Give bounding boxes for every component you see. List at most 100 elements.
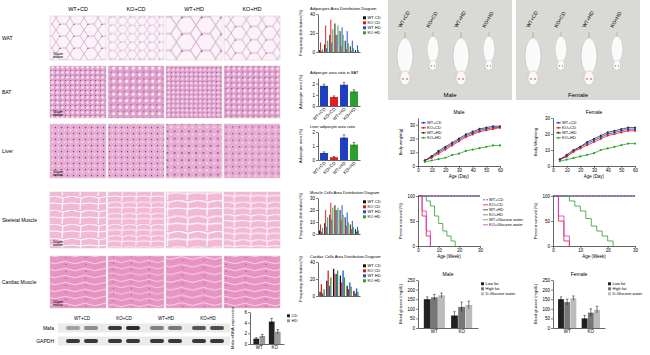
error-line xyxy=(590,309,591,317)
chart: WT+CDKO+CDWT+HDKO+HD012Adipocyte area ra… xyxy=(298,70,361,122)
error-bar xyxy=(468,301,470,309)
bar xyxy=(327,217,329,234)
mouse-tail xyxy=(460,32,461,38)
y-tick-label: 40 xyxy=(310,260,316,265)
bar xyxy=(323,289,324,296)
plot-area xyxy=(559,127,636,163)
y-tick-label: 10 xyxy=(545,148,551,153)
legend-swatch xyxy=(556,137,561,138)
legend-swatch xyxy=(363,210,366,213)
x-tick-label: 30 xyxy=(592,168,598,173)
error-bar xyxy=(560,297,562,302)
bar xyxy=(320,43,322,53)
error-cap xyxy=(560,296,562,297)
y-axis-title: Frequency distribution(%) xyxy=(298,256,303,302)
y-axis-title: Mafa mRNA expression xyxy=(230,307,235,349)
chart-title: Adipocyte area ratio in BAT xyxy=(310,70,359,75)
y-tick: 10 xyxy=(410,150,418,155)
y-tick-label: 10 xyxy=(310,220,316,225)
mouse-tail xyxy=(617,32,618,36)
error-cap xyxy=(261,334,263,335)
mouse-eye xyxy=(431,65,432,66)
bar xyxy=(339,210,341,234)
y-tick-label: 0 xyxy=(244,342,247,347)
legend-item: D-Glucose water xyxy=(608,291,643,296)
x-tick: KO+HD xyxy=(342,106,357,121)
bar xyxy=(327,41,329,52)
x-tick-label: 50 xyxy=(484,168,490,173)
marker xyxy=(465,133,467,135)
chart: 0102030050100Percent survival (%)Age (We… xyxy=(398,194,524,259)
marker xyxy=(600,149,602,151)
blot-column-label: WT+CD xyxy=(74,316,91,321)
error-cap xyxy=(353,89,355,90)
legend-swatch xyxy=(363,26,366,29)
marker xyxy=(444,157,446,159)
y-tick: 250 xyxy=(542,278,553,283)
legend-item: D-Glucose water xyxy=(481,291,516,296)
y-tick: 2 xyxy=(244,331,250,336)
error-bar xyxy=(596,306,598,313)
x-tick: 30 xyxy=(478,246,484,253)
mouse-eye xyxy=(559,65,560,66)
mouse xyxy=(483,32,495,70)
micrograph xyxy=(108,124,164,178)
bar xyxy=(348,289,349,296)
bar xyxy=(329,286,330,296)
bar xyxy=(431,297,438,328)
line xyxy=(425,128,500,161)
blot-row-label: Mafa xyxy=(43,325,54,331)
x-tick: KO+HD xyxy=(342,160,357,175)
mouse-body xyxy=(581,38,597,74)
error-bar xyxy=(333,96,335,98)
x-tick: KO xyxy=(588,329,595,334)
y-tick-mark xyxy=(551,150,553,151)
legend-swatch xyxy=(287,314,290,317)
bar xyxy=(330,203,332,234)
micrograph xyxy=(224,124,280,178)
plot-area xyxy=(424,125,501,163)
marker xyxy=(586,154,588,156)
y-tick-mark xyxy=(551,196,553,197)
x-axis: 0102030405060 xyxy=(552,166,638,173)
axis-line xyxy=(554,246,636,247)
marker xyxy=(566,154,568,156)
plot-area xyxy=(320,135,358,160)
y-tick-mark xyxy=(416,125,418,126)
y-tick-label: 2 xyxy=(312,82,315,87)
plot-area xyxy=(320,82,358,106)
marker xyxy=(620,144,622,146)
bar xyxy=(357,230,359,234)
y-tick-label: 1 xyxy=(312,144,315,149)
marker xyxy=(444,146,446,148)
chart: WT+CDKO+CDWT+HDKO+HD012Liver adipocyte a… xyxy=(298,124,361,176)
bar xyxy=(341,282,342,296)
legend-swatch xyxy=(363,269,366,272)
error-bar xyxy=(460,302,462,312)
line xyxy=(553,196,569,246)
line xyxy=(560,131,635,160)
error-cap xyxy=(566,299,568,300)
y-tick-label: 0 xyxy=(412,164,415,169)
x-tick-label: 50 xyxy=(619,168,625,173)
y-tick: 0 xyxy=(312,232,318,237)
line xyxy=(553,196,569,246)
error-bar xyxy=(261,334,263,337)
axis-line xyxy=(319,160,361,161)
blot-band xyxy=(210,326,224,330)
x-tick: 10 xyxy=(437,246,443,253)
y-tick: 50 xyxy=(410,316,418,321)
legend-marker xyxy=(423,122,425,124)
legend-label: KO HD xyxy=(368,214,381,219)
y-tick-mark xyxy=(551,280,553,281)
y-tick-mark xyxy=(316,14,318,15)
mouse-tail xyxy=(489,32,490,36)
legend-swatch xyxy=(363,200,366,203)
x-tick: 40 xyxy=(606,166,612,173)
group-label: KO+HD xyxy=(609,10,623,28)
blot-band xyxy=(126,326,140,330)
x-tick: KO xyxy=(458,329,465,334)
y-tick-label: 2 xyxy=(244,331,247,336)
row-label: Skeletal Muscle xyxy=(2,217,37,223)
y-tick-label: 200 xyxy=(407,288,415,293)
